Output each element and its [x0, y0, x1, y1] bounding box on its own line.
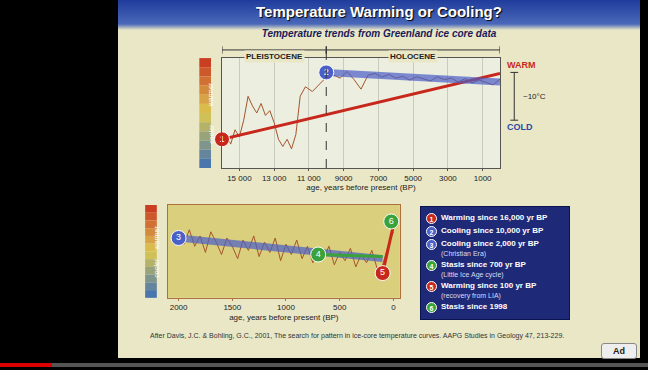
svg-text:2000: 2000: [170, 303, 188, 312]
svg-text:age, years before present (BP): age, years before present (BP): [229, 313, 339, 322]
html-text:Ad: Ad: [613, 346, 625, 356]
html-text:(recovery from LIA): (recovery from LIA): [441, 292, 501, 299]
svg-text:15 000: 15 000: [227, 174, 252, 183]
svg-text:13 000: 13 000: [262, 174, 287, 183]
svg-text:age, years before present (BP): age, years before present (BP): [306, 183, 416, 192]
html-text:5: 5: [429, 284, 434, 291]
html-text:Stasis since 700 yr BP: Stasis since 700 yr BP: [441, 260, 526, 269]
svg-text:warmer: warmer: [207, 82, 214, 107]
svg-text:1000: 1000: [277, 303, 295, 312]
svg-text:11 000: 11 000: [297, 174, 321, 183]
svg-text:WARM: WARM: [507, 60, 536, 70]
svg-text:cooler: cooler: [153, 258, 160, 278]
html-text:Warming since 100 yr BP: Warming since 100 yr BP: [441, 281, 537, 290]
svg-text:~10°C: ~10°C: [523, 92, 546, 101]
svg-text:9000: 9000: [335, 174, 353, 183]
svg-text:3: 3: [176, 232, 181, 242]
svg-text:5000: 5000: [404, 174, 422, 183]
svg-text:1000: 1000: [474, 174, 492, 183]
svg-text:cooler: cooler: [208, 124, 215, 144]
svg-text:7000: 7000: [369, 174, 387, 183]
html-text:Temperature Warming or Cooling: Temperature Warming or Cooling?: [256, 3, 502, 20]
html-text:6: 6: [429, 305, 434, 312]
svg-text:5: 5: [380, 267, 385, 277]
svg-text:6: 6: [389, 216, 394, 226]
svg-text:1500: 1500: [223, 303, 241, 312]
html-text:2: 2: [429, 229, 434, 236]
html-text:Cooling since 10,000 yr BP: Cooling since 10,000 yr BP: [441, 226, 544, 235]
svg-text:500: 500: [333, 303, 347, 312]
svg-text:COLD: COLD: [507, 122, 533, 132]
svg-text:1: 1: [219, 134, 224, 144]
svg-text:2: 2: [324, 67, 329, 77]
svg-text:4: 4: [316, 249, 321, 259]
html-text:1: 1: [429, 216, 434, 223]
svg-text:HOLOCENE: HOLOCENE: [390, 52, 436, 61]
html-text:3: 3: [429, 242, 434, 249]
html-text:After Davis, J.C. & Bohling, G: After Davis, J.C. & Bohling, G.C., 2001,…: [150, 332, 565, 339]
svg-text:3000: 3000: [439, 174, 457, 183]
svg-text:PLEISTOCENE: PLEISTOCENE: [246, 52, 303, 61]
html-text:Warming since 16,000 yr BP: Warming since 16,000 yr BP: [441, 213, 548, 222]
html-text:Stasis since 1998: Stasis since 1998: [441, 302, 508, 311]
svg-text:warmer: warmer: [153, 226, 160, 251]
html-text:Temperature trends from Greenl: Temperature trends from Greenland ice co…: [261, 28, 497, 39]
html-text:(Little Ice Age cycle): (Little Ice Age cycle): [441, 271, 504, 278]
html-text:(Christian Era): (Christian Era): [441, 250, 487, 257]
html-text:4: 4: [429, 263, 434, 270]
svg-text:0: 0: [391, 303, 396, 312]
html-text:Cooling since 2,000 yr BP: Cooling since 2,000 yr BP: [441, 239, 539, 248]
